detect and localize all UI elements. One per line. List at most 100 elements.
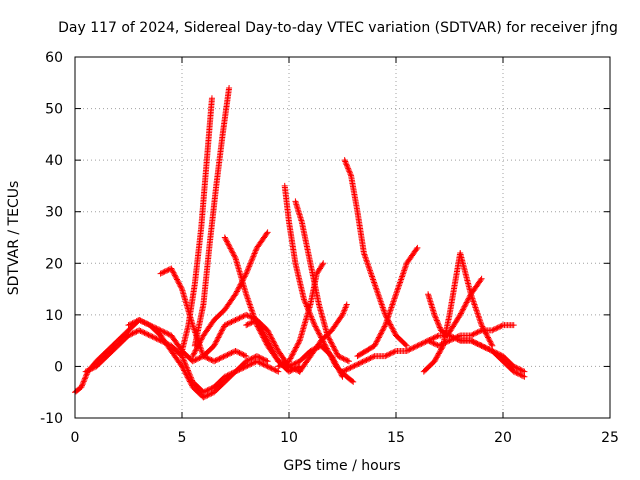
data-point bbox=[380, 324, 387, 331]
data-point bbox=[244, 321, 251, 328]
data-point bbox=[256, 359, 263, 366]
data-point bbox=[85, 367, 92, 374]
data-point bbox=[389, 325, 396, 332]
data-point bbox=[432, 355, 439, 362]
data-point bbox=[475, 341, 482, 348]
data-point bbox=[368, 354, 375, 361]
data-point bbox=[272, 342, 279, 349]
data-point bbox=[432, 314, 439, 321]
data-point bbox=[390, 298, 397, 305]
data-point bbox=[457, 311, 464, 318]
data-point bbox=[337, 354, 344, 361]
data-point bbox=[316, 331, 323, 338]
data-point bbox=[208, 390, 215, 397]
data-point bbox=[253, 353, 260, 360]
data-point bbox=[414, 244, 421, 251]
data-point bbox=[443, 338, 450, 345]
data-point bbox=[462, 300, 469, 307]
data-point bbox=[138, 328, 145, 335]
data-point bbox=[264, 358, 271, 365]
data-point bbox=[204, 355, 211, 362]
data-point bbox=[309, 317, 316, 324]
data-point bbox=[487, 340, 494, 347]
data-point bbox=[201, 388, 208, 395]
data-point bbox=[257, 360, 264, 367]
data-point bbox=[144, 320, 151, 327]
data-point bbox=[125, 322, 132, 329]
data-point bbox=[169, 266, 176, 273]
data-point bbox=[180, 355, 187, 362]
data-point bbox=[290, 361, 297, 368]
data-point bbox=[348, 364, 355, 371]
data-point bbox=[401, 266, 408, 273]
data-point bbox=[343, 161, 350, 168]
data-point bbox=[277, 362, 284, 369]
data-point bbox=[189, 358, 196, 365]
data-point bbox=[165, 331, 172, 338]
data-point bbox=[249, 318, 256, 325]
data-point bbox=[378, 330, 385, 337]
data-point bbox=[333, 348, 340, 355]
data-point bbox=[434, 353, 441, 360]
data-point bbox=[90, 364, 97, 371]
data-point bbox=[435, 351, 442, 358]
data-point bbox=[239, 351, 246, 358]
data-point bbox=[379, 303, 386, 310]
data-point bbox=[208, 95, 215, 102]
data-point bbox=[178, 284, 185, 291]
data-point bbox=[473, 329, 480, 336]
data-point bbox=[181, 367, 188, 374]
data-point bbox=[383, 319, 390, 326]
data-point bbox=[467, 291, 474, 298]
data-point bbox=[479, 323, 486, 330]
data-point bbox=[345, 358, 352, 365]
data-point bbox=[319, 261, 326, 268]
data-point bbox=[228, 318, 235, 325]
data-point bbox=[247, 260, 254, 267]
data-point bbox=[229, 249, 236, 256]
data-point bbox=[396, 282, 403, 289]
data-point bbox=[287, 362, 294, 369]
data-point bbox=[454, 333, 461, 340]
data-point bbox=[245, 298, 252, 305]
data-point bbox=[126, 321, 133, 328]
data-point bbox=[243, 311, 250, 318]
data-point bbox=[142, 330, 149, 337]
data-point bbox=[447, 336, 454, 343]
data-point bbox=[237, 314, 244, 321]
data-point bbox=[152, 335, 159, 342]
data-point bbox=[414, 342, 421, 349]
data-point bbox=[354, 361, 361, 368]
data-point bbox=[266, 331, 273, 338]
data-point bbox=[291, 360, 298, 367]
data-point bbox=[436, 349, 443, 356]
data-point bbox=[160, 269, 167, 276]
data-point bbox=[235, 315, 242, 322]
data-point bbox=[521, 373, 528, 380]
data-point bbox=[445, 338, 452, 345]
series-arc-6 bbox=[191, 84, 233, 349]
data-point bbox=[256, 354, 263, 361]
data-point bbox=[390, 326, 397, 333]
data-point bbox=[293, 343, 300, 350]
data-point bbox=[233, 289, 240, 296]
data-point bbox=[243, 270, 250, 277]
data-point bbox=[288, 362, 295, 369]
data-point bbox=[137, 327, 144, 334]
data-point bbox=[402, 263, 409, 270]
data-point bbox=[517, 371, 524, 378]
data-point bbox=[183, 371, 190, 378]
data-point bbox=[367, 269, 374, 276]
data-point bbox=[491, 326, 498, 333]
data-point bbox=[435, 342, 442, 349]
data-point bbox=[302, 299, 309, 306]
data-point bbox=[246, 301, 253, 308]
data-point bbox=[483, 345, 490, 352]
data-point bbox=[364, 261, 371, 268]
data-point bbox=[287, 355, 294, 362]
data-point bbox=[79, 382, 86, 389]
data-point bbox=[227, 350, 234, 357]
data-point bbox=[253, 322, 260, 329]
y-tick-label: 60 bbox=[45, 50, 63, 66]
series-arc-14 bbox=[341, 157, 410, 349]
